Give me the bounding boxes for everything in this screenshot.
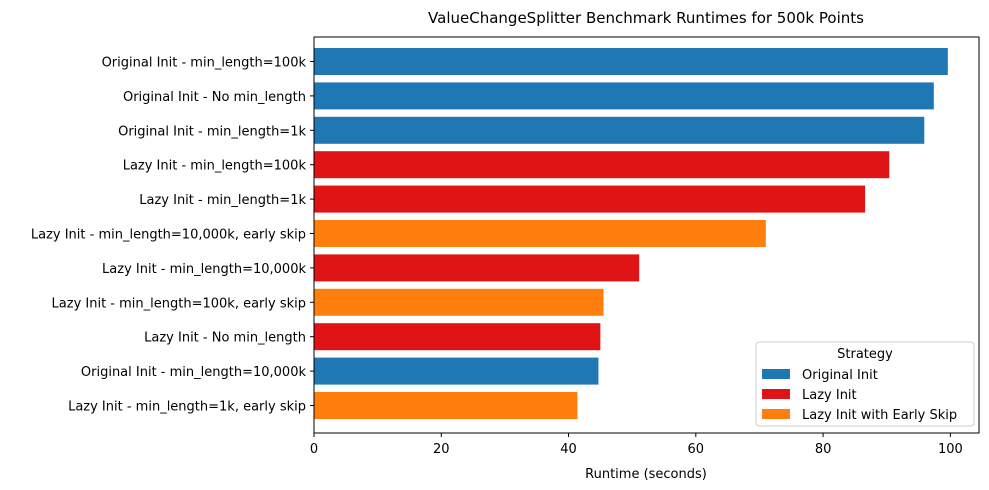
y-tick-label: Original Init - min_length=1k [118,124,306,139]
bar [314,323,601,351]
legend-title: Strategy [837,347,893,362]
legend-swatch [762,369,790,379]
x-tick-label: 60 [688,442,705,457]
x-tick-label: 20 [433,442,450,457]
bar [314,357,599,385]
x-tick-label: 0 [310,442,318,457]
bar [314,48,948,75]
bar [314,151,890,179]
y-tick-label: Lazy Init - min_length=100k [123,159,307,174]
chart-title: ValueChangeSplitter Benchmark Runtimes f… [428,9,864,27]
bar [314,185,866,213]
legend-entry-label: Lazy Init [802,388,857,403]
legend-box [755,341,975,427]
y-tick-label: Lazy Init - No min_length [144,331,306,346]
x-axis-label: Runtime (seconds) [585,467,707,482]
bar [314,392,578,419]
bar [314,220,766,247]
y-tick-label: Lazy Init - min_length=10,000k, early sk… [31,228,306,243]
bar [314,116,925,144]
legend-entry-label: Original Init [802,368,878,383]
x-tick-label: 100 [938,442,963,457]
legend-swatch [762,389,790,399]
plot-frame [313,36,980,434]
x-ticks: 0 20 40 60 80 100 [310,433,963,457]
bar [314,254,640,282]
bars-layer [314,48,948,419]
y-tick-labels: Original Init - min_length=100k Original … [31,56,314,415]
bar [314,82,934,110]
legend-swatch [762,409,790,419]
y-tick-label: Lazy Init - min_length=100k, early skip [52,296,306,311]
y-tick-label: Original Init - min_length=10,000k [81,365,307,380]
y-tick-label: Lazy Init - min_length=10,000k [102,262,306,277]
y-tick-label: Original Init - min_length=100k [102,56,307,71]
legend-entry-label: Lazy Init with Early Skip [802,408,957,423]
legend: Strategy Original Init Lazy Init Lazy Init… [755,341,975,427]
bar [314,288,604,316]
x-tick-label: 40 [560,442,577,457]
y-tick-label: Lazy Init - min_length=1k, early skip [68,400,306,415]
y-tick-label: Lazy Init - min_length=1k [139,193,306,208]
x-tick-label: 80 [815,442,832,457]
y-tick-label: Original Init - No min_length [123,90,306,105]
